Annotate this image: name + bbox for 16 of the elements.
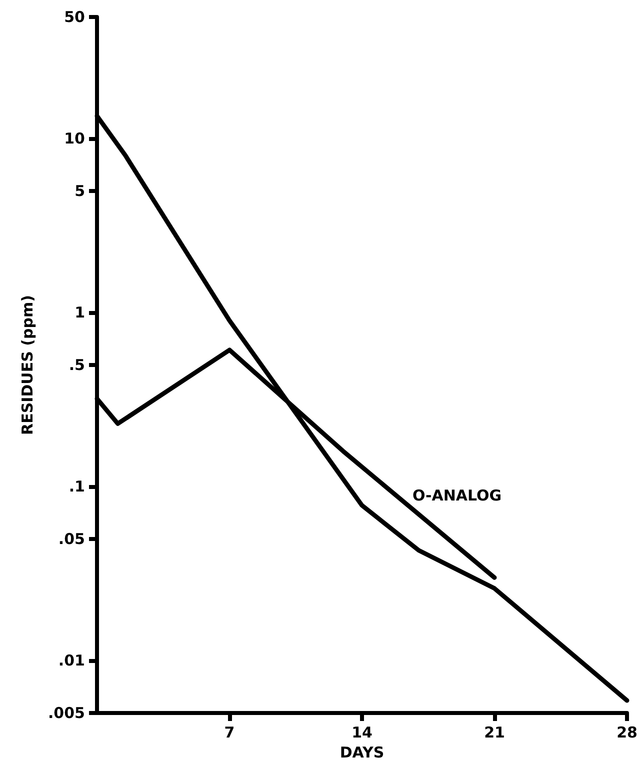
x-tick-label: 28 bbox=[616, 724, 638, 742]
y-tick-label: .01 bbox=[58, 652, 85, 670]
y-tick-label: 50 bbox=[64, 8, 85, 26]
x-tick-label: 21 bbox=[484, 724, 505, 742]
series-label: O-ANALOG bbox=[412, 486, 502, 505]
y-tick-label: .05 bbox=[58, 530, 85, 548]
y-tick-label: 10 bbox=[64, 130, 85, 148]
x-tick-label: 7 bbox=[224, 724, 235, 742]
y-tick-label: 1 bbox=[74, 304, 85, 322]
y-axis-title: RESIDUES (ppm) bbox=[18, 295, 36, 435]
y-tick-label: .1 bbox=[68, 478, 85, 496]
y-tick-label: .5 bbox=[68, 356, 85, 374]
x-tick-label: 14 bbox=[352, 724, 372, 742]
x-axis-title: DAYS bbox=[340, 743, 384, 762]
y-tick-label: .005 bbox=[48, 704, 85, 722]
y-tick-label: 5 bbox=[74, 182, 85, 200]
